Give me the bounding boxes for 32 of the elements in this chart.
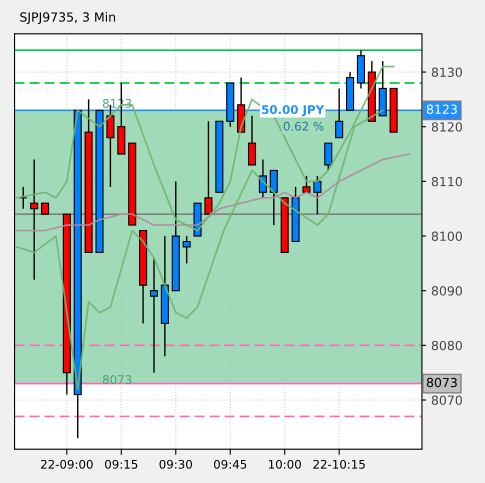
y-tick-label: 8070	[432, 395, 462, 405]
y-tick-label: 8080	[432, 340, 462, 350]
candlestick	[30, 158, 38, 280]
y-tick-label: 8110	[432, 176, 462, 186]
chart-title: SJPJ9735, 3 Min	[20, 12, 116, 24]
x-tick-label: 09:45	[214, 460, 246, 469]
candlestick	[19, 186, 28, 210]
annotation: 8073	[102, 375, 132, 384]
y-tick-label: 8130	[432, 68, 462, 77]
candlestick	[150, 257, 158, 374]
x-tick-label: 09:30	[160, 460, 192, 469]
y-tick-label: 8120	[432, 122, 462, 132]
x-tick-label: 09:15	[105, 460, 138, 469]
ref-line-label: 8073	[426, 378, 457, 388]
annotation: 0.62 %	[284, 122, 324, 131]
line-series	[15, 153, 410, 232]
candlestick	[41, 202, 50, 215]
x-tick-label: 22-10:15	[313, 460, 365, 469]
candlestick	[324, 142, 332, 172]
candlestick	[204, 120, 212, 215]
x-tick-label: 10:00	[268, 460, 301, 469]
annotation: 50.00 JPY	[262, 105, 324, 116]
candlestick	[182, 235, 191, 264]
candlestick	[302, 175, 311, 194]
y-tick-label: 8100	[432, 232, 462, 241]
candlestick	[248, 115, 256, 166]
candlestick	[335, 88, 344, 138]
y-tick-label: 8090	[432, 286, 462, 296]
candlestick	[270, 170, 278, 226]
candlestick	[313, 175, 322, 215]
ref-line-label: 8123	[426, 104, 457, 114]
x-tick-label: 22-09:00	[41, 460, 93, 469]
